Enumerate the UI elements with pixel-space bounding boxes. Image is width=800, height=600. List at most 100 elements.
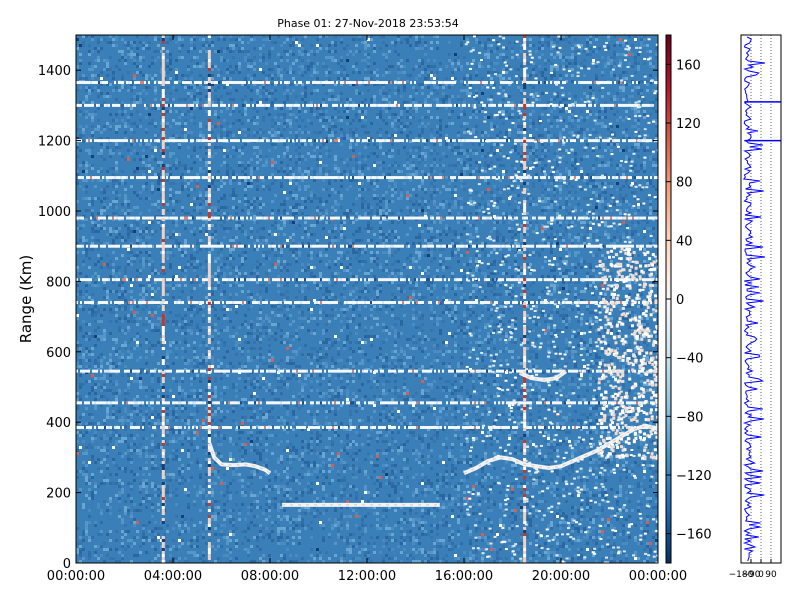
heatmap-cell	[115, 197, 118, 200]
heatmap-cell	[331, 122, 334, 125]
heatmap-cell	[190, 551, 193, 554]
heatmap-cell	[187, 92, 190, 95]
heatmap-cell	[217, 257, 220, 260]
heatmap-cell	[94, 59, 97, 62]
heatmap-cell	[106, 290, 109, 293]
heatmap-cell	[316, 443, 319, 446]
heatmap-cell	[133, 554, 136, 557]
heatmap-cell	[205, 173, 208, 176]
heatmap-cell	[115, 146, 118, 149]
heatmap-cell	[82, 353, 85, 356]
heatmap-cell	[166, 368, 169, 371]
heatmap-cell	[304, 197, 307, 200]
heatmap-cell	[94, 491, 97, 494]
heatmap-cell	[124, 437, 127, 440]
heatmap-cell	[247, 119, 250, 122]
heatmap-cell	[103, 434, 106, 437]
heatmap-cell	[127, 416, 130, 419]
heatmap-cell	[331, 230, 334, 233]
heatmap-cell	[127, 155, 130, 158]
heatmap-cell	[217, 476, 220, 479]
heatmap-cell	[103, 446, 106, 449]
heatmap-cell	[283, 260, 286, 263]
heatmap-cell	[133, 257, 136, 260]
heatmap-cell	[277, 539, 280, 542]
heatmap-cell	[187, 155, 190, 158]
heatmap-cell	[310, 311, 313, 314]
heatmap-cell	[337, 257, 340, 260]
heatmap-cell	[307, 308, 310, 311]
heatmap-cell	[241, 257, 244, 260]
heatmap-cell	[94, 461, 97, 464]
heatmap-cell	[256, 338, 259, 341]
heatmap-cell	[286, 296, 289, 299]
heatmap-cell	[241, 458, 244, 461]
heatmap-cell	[145, 293, 148, 296]
heatmap-cell	[133, 443, 136, 446]
heatmap-cell	[103, 377, 106, 380]
heatmap-cell	[295, 554, 298, 557]
heatmap-cell	[181, 431, 184, 434]
heatmap-cell	[235, 275, 238, 278]
heatmap-cell	[340, 263, 343, 266]
heatmap-cell	[217, 116, 220, 119]
heatmap-cell	[247, 377, 250, 380]
heatmap-cell	[295, 161, 298, 164]
heatmap-cell	[211, 482, 214, 485]
heatmap-cell	[181, 407, 184, 410]
heatmap-cell	[223, 227, 226, 230]
heatmap-cell	[313, 71, 316, 74]
heatmap-cell	[262, 512, 265, 515]
heatmap-cell	[244, 143, 247, 146]
heatmap-cell	[319, 452, 322, 455]
heatmap-cell	[235, 491, 238, 494]
heatmap-cell	[127, 125, 130, 128]
heatmap-cell	[244, 530, 247, 533]
heatmap-cell	[238, 347, 241, 350]
heatmap-cell	[85, 431, 88, 434]
heatmap-cell	[265, 74, 268, 77]
heatmap-cell	[328, 410, 331, 413]
heatmap-cell	[115, 380, 118, 383]
heatmap-cell	[250, 509, 253, 512]
heatmap-cell	[310, 488, 313, 491]
heatmap-cell	[214, 389, 217, 392]
heatmap-cell	[196, 65, 199, 68]
heatmap-cell	[331, 125, 334, 128]
heatmap-cell	[220, 146, 223, 149]
heatmap-cell	[322, 560, 325, 563]
heatmap-cell	[229, 83, 232, 86]
heatmap-cell	[187, 527, 190, 530]
heatmap-cell	[277, 377, 280, 380]
heatmap-cell	[235, 206, 238, 209]
heatmap-cell	[301, 458, 304, 461]
heatmap-cell	[100, 470, 103, 473]
heatmap-cell	[298, 137, 301, 140]
heatmap-cell	[265, 518, 268, 521]
heatmap-cell	[322, 221, 325, 224]
heatmap-cell	[235, 557, 238, 560]
heatmap-cell	[253, 197, 256, 200]
heatmap-cell	[130, 404, 133, 407]
heatmap-cell	[97, 197, 100, 200]
heatmap-cell	[85, 179, 88, 182]
heatmap-cell	[88, 428, 91, 431]
heatmap-cell	[283, 209, 286, 212]
heatmap-cell	[100, 266, 103, 269]
heatmap-cell	[208, 362, 211, 365]
heatmap-cell	[160, 536, 163, 539]
heatmap-cell	[295, 497, 298, 500]
heatmap-cell-speckle	[76, 314, 79, 317]
heatmap-cell	[82, 503, 85, 506]
heatmap-cell	[301, 206, 304, 209]
heatmap-cell	[133, 59, 136, 62]
heatmap-cell	[214, 323, 217, 326]
heatmap-cell	[103, 281, 106, 284]
heatmap-cell	[193, 269, 196, 272]
heatmap-cell	[211, 89, 214, 92]
heatmap-cell	[118, 350, 121, 353]
heatmap-cell	[226, 227, 229, 230]
heatmap-cell	[280, 167, 283, 170]
heatmap-cell	[85, 209, 88, 212]
heatmap-cell	[190, 329, 193, 332]
